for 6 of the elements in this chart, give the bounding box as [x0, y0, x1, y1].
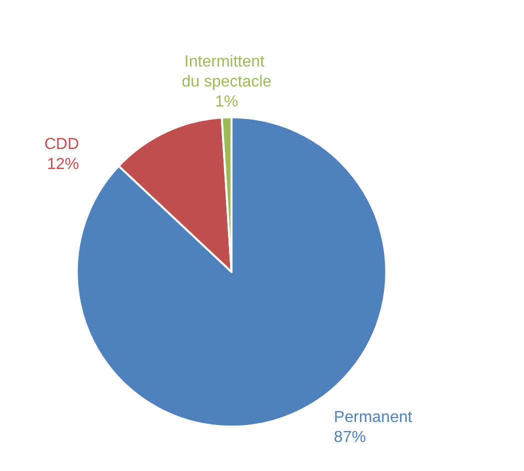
slice-label: CDD — [44, 136, 80, 153]
slice-label: Permanent — [334, 409, 413, 426]
slice-label: Intermittent du spectacle — [182, 54, 272, 91]
data-label: 1% — [215, 94, 238, 111]
data-label: 12% — [47, 156, 80, 173]
data-label: 87% — [334, 429, 366, 446]
